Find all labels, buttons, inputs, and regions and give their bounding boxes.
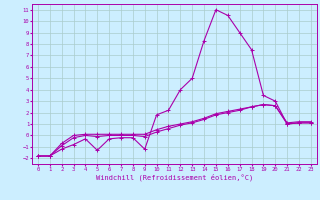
- X-axis label: Windchill (Refroidissement éolien,°C): Windchill (Refroidissement éolien,°C): [96, 173, 253, 181]
